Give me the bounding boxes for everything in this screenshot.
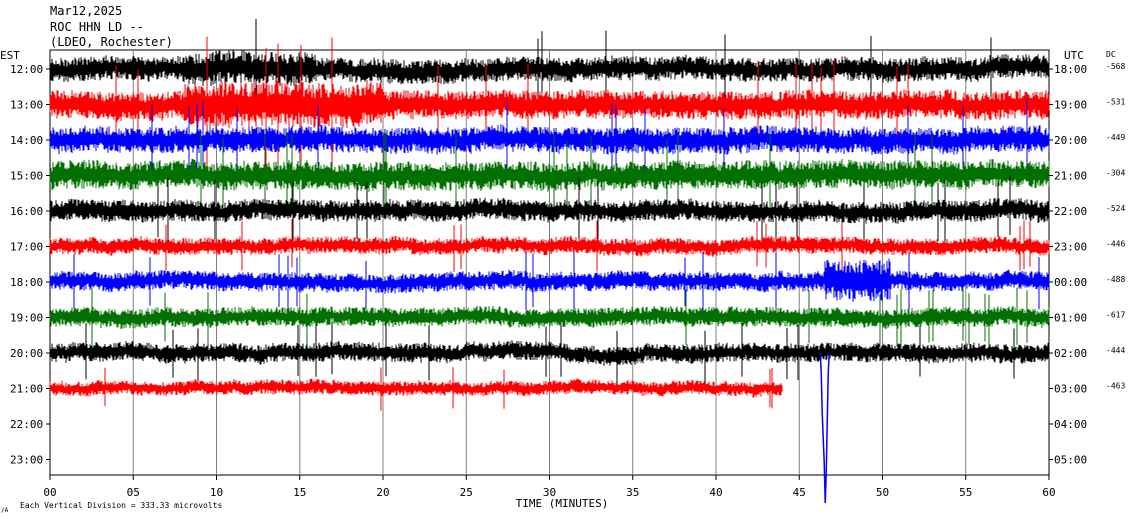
seismic-trace <box>49 367 783 411</box>
est-tick-label: 20:00 <box>10 347 43 360</box>
est-axis-label: EST <box>0 49 20 62</box>
utc-tick-label: 22:00 <box>1054 205 1087 218</box>
dc-offset-label: -449 <box>1106 133 1125 142</box>
seismic-trace <box>49 218 1050 272</box>
est-tick-label: 19:00 <box>10 312 43 325</box>
chart-network: (LDEO, Rochester) <box>50 35 173 49</box>
est-tick-label: 18:00 <box>10 276 43 289</box>
x-tick-label: 20 <box>376 486 389 499</box>
est-tick-label: 17:00 <box>10 241 43 254</box>
chart-date: Mar12,2025 <box>50 4 123 18</box>
x-tick-label: 50 <box>876 486 889 499</box>
dc-offset-label: -531 <box>1106 98 1125 107</box>
utc-tick-label: 23:00 <box>1054 241 1087 254</box>
dc-offset-label: -524 <box>1106 204 1125 213</box>
est-tick-label: 15:00 <box>10 170 43 183</box>
utc-tick-label: 03:00 <box>1054 383 1087 396</box>
est-tick-label: 16:00 <box>10 205 43 218</box>
utc-tick-label: 05:00 <box>1054 454 1087 467</box>
utc-tick-label: 21:00 <box>1054 170 1087 183</box>
x-tick-label: 15 <box>293 486 306 499</box>
est-tick-label: 22:00 <box>10 418 43 431</box>
dc-offset-label: -463 <box>1106 382 1125 391</box>
dc-offset-label: -444 <box>1106 346 1125 355</box>
est-tick-label: 14:00 <box>10 134 43 147</box>
est-tick-label: 13:00 <box>10 99 43 112</box>
est-tick-label: 21:00 <box>10 383 43 396</box>
x-tick-label: 35 <box>626 486 639 499</box>
x-tick-label: 30 <box>543 486 556 499</box>
scale-note: Each Vertical Division = 333.33 microvol… <box>20 501 222 510</box>
event-spike <box>819 352 830 504</box>
x-tick-label: 05 <box>127 486 140 499</box>
x-tick-label: 40 <box>709 486 722 499</box>
corner-mark: /A <box>1 507 9 514</box>
utc-tick-label: 20:00 <box>1054 134 1087 147</box>
dc-offset-label: -488 <box>1106 275 1125 284</box>
seismic-trace <box>49 132 1050 220</box>
est-tick-label: 12:00 <box>10 63 43 76</box>
utc-tick-label: 00:00 <box>1054 276 1087 289</box>
utc-tick-label: 18:00 <box>1054 63 1087 76</box>
dc-offset-label: -304 <box>1106 169 1125 178</box>
dc-offset-label: -568 <box>1106 62 1125 71</box>
dc-offset-label: -617 <box>1106 311 1125 320</box>
seismic-trace <box>49 251 1050 311</box>
x-tick-label: 00 <box>43 486 56 499</box>
utc-tick-label: 02:00 <box>1054 347 1087 360</box>
seismic-trace <box>49 175 1050 244</box>
utc-tick-label: 19:00 <box>1054 99 1087 112</box>
seismic-trace <box>49 99 1050 181</box>
x-tick-label: 45 <box>793 486 806 499</box>
x-tick-label: 60 <box>1042 486 1055 499</box>
dc-axis-label: DC <box>1106 50 1116 59</box>
x-axis-title: TIME (MINUTES) <box>516 497 609 510</box>
utc-tick-label: 04:00 <box>1054 418 1087 431</box>
chart-station: ROC HHN LD -- <box>50 20 144 34</box>
utc-axis-label: UTC <box>1064 49 1084 62</box>
x-tick-label: 10 <box>210 486 223 499</box>
dc-offset-label: -446 <box>1106 240 1125 249</box>
est-tick-label: 23:00 <box>10 454 43 467</box>
utc-tick-label: 01:00 <box>1054 312 1087 325</box>
x-tick-label: 25 <box>460 486 473 499</box>
x-tick-label: 55 <box>959 486 972 499</box>
